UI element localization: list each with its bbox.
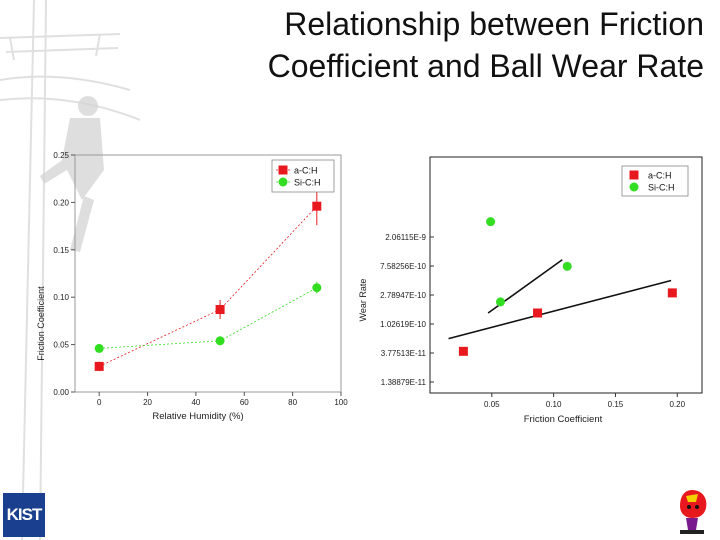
kist-logo: KIST	[3, 493, 45, 537]
left-y-tick-label: 0.10	[53, 293, 69, 302]
right-trend-line-a	[448, 279, 672, 340]
mascot-icon	[680, 490, 707, 534]
right-x-tick-label: 0.20	[669, 400, 685, 409]
left-data-point	[312, 201, 322, 211]
right-legend-label: a-C:H	[648, 171, 672, 181]
left-x-tick-label: 40	[191, 398, 200, 407]
left-legend-label: Si-C:H	[294, 178, 321, 188]
left-x-tick-label: 80	[288, 398, 297, 407]
right-y-tick-label: 7.58256E-10	[380, 262, 426, 271]
right-legend-marker	[629, 182, 639, 192]
page-title-line-2: Coefficient and Ball Wear Rate	[267, 48, 704, 84]
right-data-point	[667, 288, 677, 298]
right-legend-marker	[629, 170, 639, 180]
right-x-tick-label: 0.05	[484, 400, 500, 409]
left-x-axis-label: Relative Humidity (%)	[152, 411, 243, 422]
left-y-tick-label: 0.00	[53, 388, 69, 397]
left-y-axis-label: Friction Coefficient	[36, 286, 46, 361]
right-y-tick-label: 3.77513E-11	[381, 349, 427, 358]
page-title-line-1: Relationship between Friction	[284, 6, 704, 42]
right-plot-frame	[429, 156, 703, 394]
left-x-tick-label: 60	[240, 398, 249, 407]
left-data-point	[215, 305, 225, 315]
left-x-tick-label: 100	[334, 398, 348, 407]
left-legend-marker	[278, 177, 288, 187]
right-x-tick-label: 0.15	[608, 400, 624, 409]
left-x-tick-label: 0	[97, 398, 102, 407]
right-y-tick-label: 1.38879E-11	[381, 378, 427, 387]
left-data-point	[94, 361, 104, 371]
right-y-tick-label: 1.02619E-10	[380, 320, 426, 329]
left-data-point	[312, 283, 322, 293]
right-data-point	[533, 308, 543, 318]
right-y-axis-label: Wear Rate	[358, 279, 368, 322]
left-data-point	[215, 336, 225, 346]
right-x-tick-label: 0.10	[546, 400, 562, 409]
left-x-tick-label: 20	[143, 398, 152, 407]
right-data-point	[486, 217, 496, 227]
right-data-point	[458, 346, 468, 356]
left-y-tick-label: 0.25	[53, 151, 69, 160]
lineman-on-pole-icon	[0, 0, 140, 540]
right-data-point	[495, 297, 505, 307]
left-plot-frame	[74, 154, 342, 393]
left-data-point	[94, 343, 104, 353]
left-legend-label: a-C:H	[294, 166, 318, 176]
left-y-tick-label: 0.05	[53, 341, 69, 350]
left-legend-box	[271, 159, 335, 193]
left-y-tick-label: 0.20	[53, 198, 69, 207]
left-y-tick-label: 0.15	[53, 246, 69, 255]
right-data-point	[562, 261, 572, 271]
right-x-axis-label: Friction Coefficient	[524, 414, 603, 425]
right-legend-label: Si-C:H	[648, 183, 675, 193]
right-y-tick-label: 2.78947E-10	[380, 291, 426, 300]
left-legend-marker	[278, 165, 288, 175]
right-y-tick-label: 2.06115E-9	[385, 233, 426, 242]
